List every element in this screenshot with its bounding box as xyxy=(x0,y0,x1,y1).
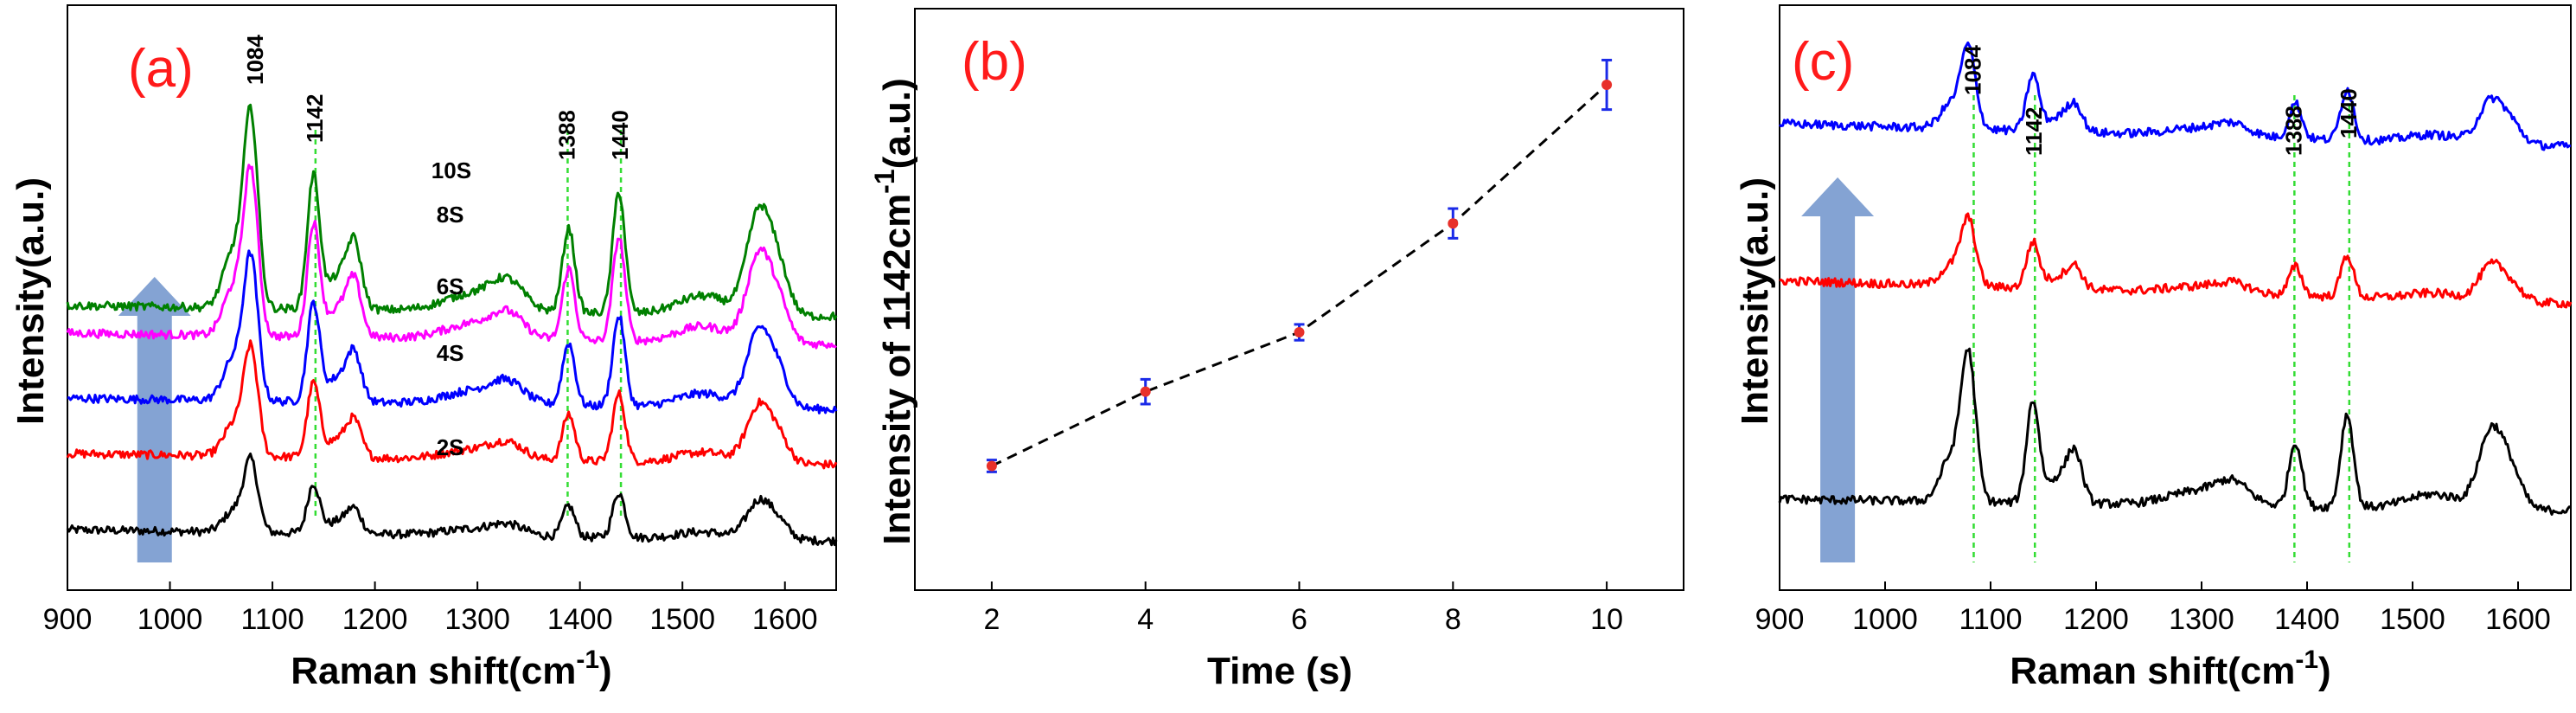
panel-a-ticks: 900 1000 1100 1200 1300 1400 1500 1600 xyxy=(43,581,818,636)
panel-b-frame xyxy=(914,8,1684,591)
panel-c-xtick-label: 900 xyxy=(1755,603,1805,636)
panel-b-point xyxy=(1294,327,1305,338)
panel-c-ylabel: Intensity(a.u.) xyxy=(1734,177,1776,425)
panel-c-xtick-label: 1100 xyxy=(1959,603,2022,636)
panel-a-chart: (a) Intensity(a.u.) Raman shift(cm-1) 90… xyxy=(10,4,838,692)
panel-c-xtick-label: 1000 xyxy=(1852,603,1918,636)
panel-c-guides xyxy=(1972,95,2351,562)
panel-a-series-label: 4S xyxy=(437,340,464,366)
panel-b-point xyxy=(1448,218,1459,229)
panel-b-ylabel: Intensity of 1142cm-1(a.u.) xyxy=(869,78,918,545)
panel-b-ticks: 2 4 6 8 10 xyxy=(983,581,1623,636)
panel-c-chart: (c) Intensity(a.u.) Raman shift(cm-1) 90… xyxy=(1734,4,2573,692)
panel-b-xtick-label: 2 xyxy=(983,603,1000,636)
panel-a-peak-label: 1440 xyxy=(607,110,633,160)
panel-b-point xyxy=(986,460,997,472)
panel-a-series-label: 10S xyxy=(431,157,471,183)
panel-c-series-blue xyxy=(1779,41,2572,151)
panel-a-series-8S xyxy=(66,164,838,350)
panel-c-xtick-label: 1500 xyxy=(2380,603,2445,636)
panel-c-peak-label: 1084 xyxy=(1959,45,1985,95)
panel-a-series-6S xyxy=(67,249,838,414)
panel-a-xtick-label: 900 xyxy=(43,603,93,636)
panel-a-peak-label: 1084 xyxy=(242,35,268,85)
panel-c-xtick-label: 1200 xyxy=(2063,603,2129,636)
panel-b-label: (b) xyxy=(962,32,1027,92)
panel-a-xtick-label: 1200 xyxy=(342,603,408,636)
panel-b-point xyxy=(1140,386,1151,397)
panel-c-peak-label: 1440 xyxy=(2336,88,2362,138)
panel-a-arrow xyxy=(118,277,191,562)
panel-a-peak-labels: 1084 1142 1388 1440 xyxy=(242,35,633,160)
panel-a-xtick-label: 1600 xyxy=(752,603,818,636)
panel-a-series-labels: 2S 4S 6S 8S 10S xyxy=(431,157,471,460)
panel-a-series-label: 6S xyxy=(437,273,464,299)
panel-b-point xyxy=(1601,80,1613,91)
panel-b-xtick-label: 6 xyxy=(1291,603,1307,636)
panel-a-xtick-label: 1300 xyxy=(444,603,510,636)
panel-c-arrow xyxy=(1801,177,1875,562)
panel-b-points xyxy=(986,58,1613,473)
panel-c-peak-labels: 1084 1142 1388 1440 xyxy=(1959,45,2361,156)
panel-a-peak-label: 1388 xyxy=(553,110,579,160)
panel-c-frame xyxy=(1779,4,2572,591)
panel-a-series-label: 8S xyxy=(437,202,464,228)
panel-b-xtick-label: 4 xyxy=(1137,603,1154,636)
panel-c-xtick-label: 1600 xyxy=(2485,603,2551,636)
panel-c-ticks: 900 1000 1100 1200 1300 1400 1500 1600 xyxy=(1755,581,2551,636)
panel-a-series-2S xyxy=(66,453,838,547)
panel-a-frame xyxy=(67,4,837,591)
panel-b-line xyxy=(991,83,1608,467)
panel-a-xtick-label: 1000 xyxy=(137,603,203,636)
panel-b-dashed-line xyxy=(991,83,1608,467)
panel-c-arrow xyxy=(1801,177,1875,562)
panel-a-peak-label: 1142 xyxy=(302,94,328,143)
panel-c-series-red xyxy=(1779,212,2573,309)
panel-a-series-label: 2S xyxy=(437,434,464,460)
panel-c-xtick-label: 1300 xyxy=(2169,603,2234,636)
panel-b-xtick-label: 10 xyxy=(1590,603,1623,636)
panel-a-xtick-label: 1400 xyxy=(547,603,613,636)
panel-c-peak-label: 1388 xyxy=(2280,106,2306,156)
panel-a-series xyxy=(66,103,838,547)
panel-c-xtick-label: 1400 xyxy=(2274,603,2340,636)
panel-a-ylabel: Intensity(a.u.) xyxy=(10,177,52,425)
panel-a-arrow xyxy=(118,277,191,562)
panel-c-series xyxy=(1778,41,2573,516)
panel-c-peak-label: 1142 xyxy=(2021,107,2047,156)
panel-c-xlabel: Raman shift(cm-1) xyxy=(2010,646,2330,692)
panel-a-label: (a) xyxy=(128,39,194,99)
panel-c-label: (c) xyxy=(1792,32,1854,92)
panel-a-xtick-label: 1500 xyxy=(649,603,715,636)
panel-a-series-4S xyxy=(66,339,838,470)
panel-a-xtick-label: 1100 xyxy=(241,603,304,636)
panel-b-xlabel: Time (s) xyxy=(1207,650,1352,692)
panel-b-chart: (b) Intensity of 1142cm-1(a.u.) Time (s)… xyxy=(869,8,1684,692)
panel-a-series-10S xyxy=(66,103,838,322)
panel-b-xtick-label: 8 xyxy=(1445,603,1461,636)
panel-c-series-black xyxy=(1778,347,2572,516)
panel-a-xlabel: Raman shift(cm-1) xyxy=(291,646,611,692)
